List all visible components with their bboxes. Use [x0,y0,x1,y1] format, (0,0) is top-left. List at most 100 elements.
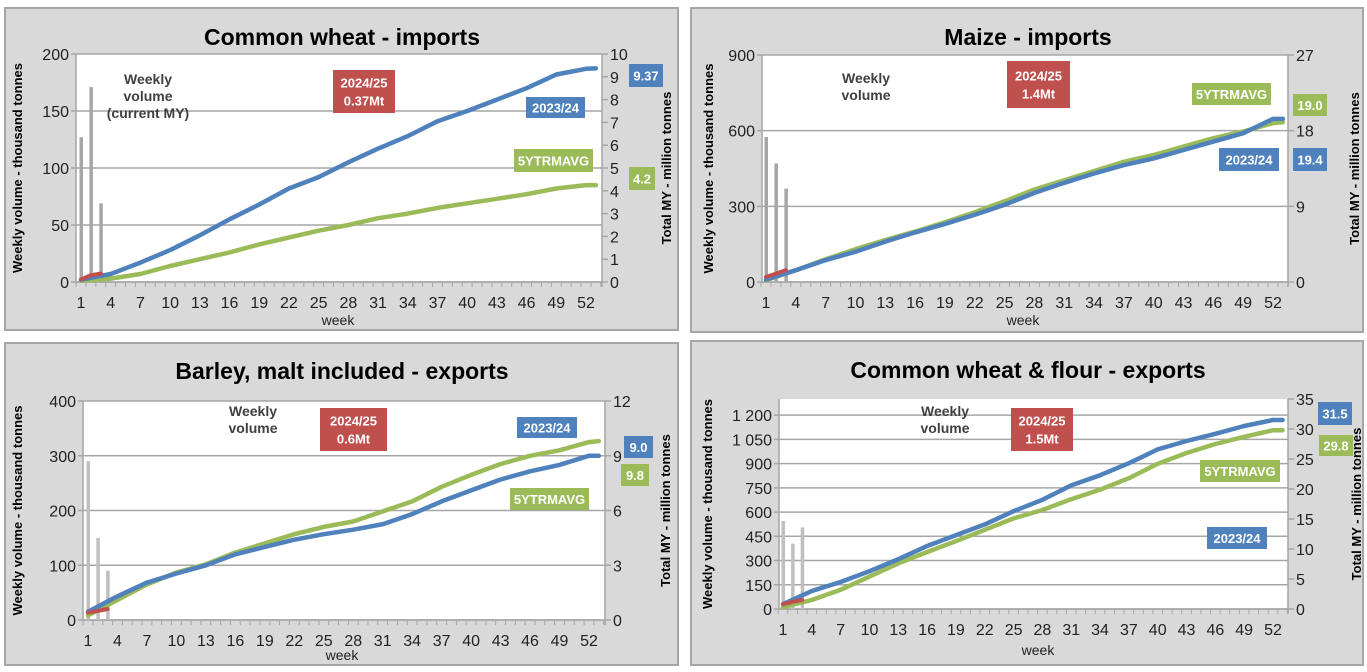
y-right-tick-label: 7 [610,115,619,132]
x-tick-label: 4 [791,295,800,312]
x-tick-label: 49 [1234,295,1252,312]
x-tick-label: 49 [551,633,569,650]
five-year-average-total-badge [1319,435,1353,456]
x-tick-label: 7 [136,295,145,312]
y-left-tick-label: 300 [728,199,755,216]
x-tick-label: 46 [1204,295,1222,312]
chart-title: Barley, malt included - exports [175,358,508,384]
y-right-axis-label: Total MY - million tonnes [1347,92,1362,245]
x-tick-label: 49 [547,295,565,312]
x-tick-label: 37 [429,295,447,312]
y-right-tick-label: 0 [1296,275,1305,292]
y-left-tick-label: 0 [60,275,69,292]
x-tick-label: 40 [1149,622,1167,639]
weekly-volume-bar [781,520,785,609]
x-tick-label: 31 [374,633,392,650]
series-2023-24-line [780,417,1285,607]
y-left-axis-label: Weekly volume - thousand tonnes [10,406,25,616]
x-axis-label: week [321,312,356,328]
x-tick-label: 25 [310,295,328,312]
five-year-average-label-text: 5YTRMAVG [1204,464,1275,479]
five-year-average-total-badge [1293,94,1327,116]
weekly-volume-label: volume [841,87,890,103]
x-tick-label: 10 [161,295,179,312]
x-tick-label: 40 [1145,295,1163,312]
y-right-tick-label: 0 [610,275,619,292]
series-5ytrmavg-line [78,182,599,284]
current-year-label-text: 1.4Mt [1022,87,1056,102]
x-tick-label: 19 [250,295,268,312]
x-tick-label: 7 [821,295,830,312]
weekly-volume-bar [89,87,93,282]
x-tick-label: 28 [1034,622,1052,639]
weekly-volume-bar [86,461,90,620]
x-tick-label: 40 [458,295,476,312]
x-tick-label: 31 [369,295,387,312]
previous-year-total-badge-text: 19.4 [1297,153,1323,168]
five-year-average-total-badge-text: 9.8 [626,468,644,483]
x-tick-label: 46 [1206,622,1224,639]
x-tick-label: 37 [433,633,451,650]
previous-year-total-badge [629,64,663,87]
y-right-tick-label: 30 [1296,422,1314,439]
y-right-tick-label: 10 [1296,542,1314,559]
x-tick-label: 52 [1264,295,1282,312]
series-2023-24-line [78,66,599,282]
x-tick-label: 28 [344,633,362,650]
weekly-volume-bar [79,137,83,282]
x-tick-label: 13 [191,295,209,312]
x-tick-label: 1 [762,295,771,312]
chart-panel-3: 0 100 200 300 400 0 3 6 9 12 1 4 7 10 13 16 19 22 25 28 31 34… [4,342,679,666]
x-tick-label: 13 [197,633,215,650]
y-right-tick-label: 2 [610,229,619,246]
five-year-average-label [1192,83,1271,105]
x-tick-label: 16 [918,622,936,639]
y-left-tick-label: 150 [745,578,772,595]
previous-year-total-badge [624,436,653,458]
chart-title: Common wheat & flour - exports [850,357,1205,383]
five-year-average-label [514,149,593,172]
y-left-tick-label: 300 [49,449,76,466]
current-year-label [320,408,387,451]
x-axis-label: week [325,647,360,663]
previous-year-total-badge-text: 9.37 [633,69,658,84]
y-left-tick-label: 200 [42,47,69,64]
x-tick-label: 19 [947,622,965,639]
y-left-tick-label: 100 [42,161,69,178]
x-tick-label: 25 [1005,622,1023,639]
y-left-tick-label: 750 [745,481,772,498]
current-year-label-text: 2024/25 [1019,414,1066,429]
y-right-tick-label: 27 [1296,48,1314,65]
x-tick-label: 46 [521,633,539,650]
x-tick-label: 4 [807,622,816,639]
previous-year-label-text: 2023/24 [1214,531,1262,546]
weekly-volume-bar [96,537,100,620]
previous-year-label [517,417,577,438]
x-axis-label: week [1006,312,1041,328]
y-left-tick-label: 0 [746,275,755,292]
y-right-tick-label: 0 [1296,602,1305,619]
five-year-average-label-text: 5YTRMAVG [1196,87,1267,102]
previous-year-total-badge-text: 9.0 [629,440,647,455]
y-right-tick-label: 18 [1296,124,1314,141]
series-2024-25-line [79,271,103,282]
x-tick-label: 28 [1026,295,1044,312]
chart-title: Common wheat - imports [204,24,480,50]
previous-year-total-badge [1318,402,1352,425]
five-year-average-total-badge-text: 19.0 [1297,98,1322,113]
y-right-tick-label: 35 [1296,392,1314,409]
x-tick-label: 25 [996,295,1014,312]
previous-year-label-text: 2023/24 [1226,153,1274,168]
x-tick-label: 46 [518,295,536,312]
x-tick-label: 40 [462,633,480,650]
x-tick-label: 16 [221,295,239,312]
weekly-volume-bar [764,136,768,282]
x-tick-label: 34 [403,633,421,650]
x-tick-label: 16 [906,295,924,312]
previous-year-total-badge [1293,148,1327,171]
chart-panel-4: 0 150 300 450 600 750 900 1 050 1 200 0 5 10 15 20 25 3… [690,340,1364,666]
x-tick-label: 43 [1178,622,1196,639]
y-right-tick-label: 12 [613,394,631,411]
